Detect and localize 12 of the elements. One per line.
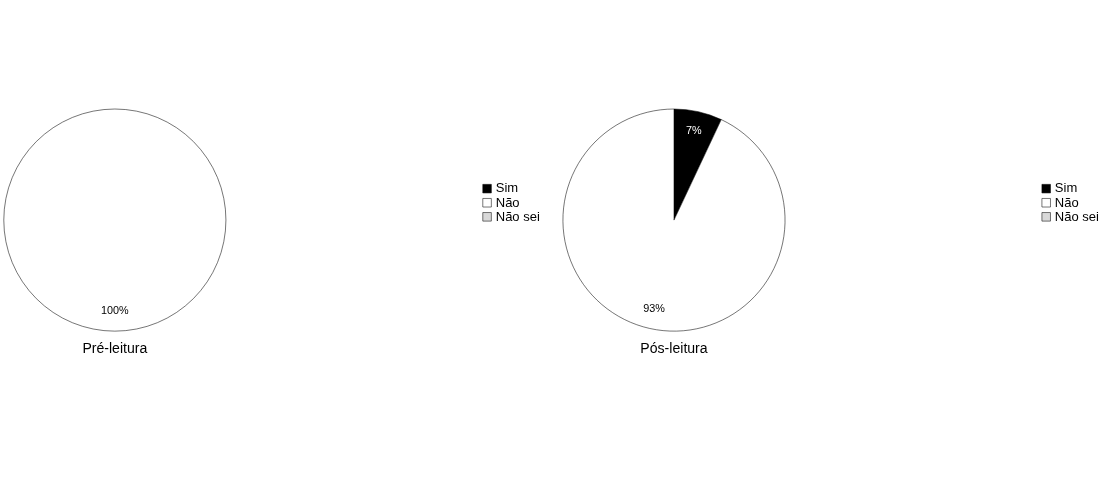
data-label: 100% (101, 304, 130, 317)
legend-label: Não (1054, 194, 1079, 210)
legend-label: Sim (495, 180, 519, 196)
legend-label: Não sei (495, 208, 540, 224)
legend-label: Sim (1054, 180, 1078, 196)
text: Pré-leitura (82, 340, 148, 357)
text: Pós-leitura (640, 340, 708, 357)
legend-label: Não sei (1054, 208, 1100, 224)
data-label: 93% (643, 302, 666, 315)
data-label: 7% (686, 124, 703, 137)
legend-label: Não (495, 194, 520, 210)
pie-slice (562, 108, 786, 332)
